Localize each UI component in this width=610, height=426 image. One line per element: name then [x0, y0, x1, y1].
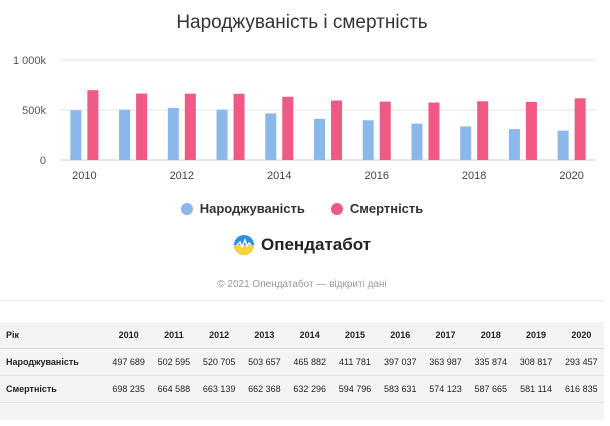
chart-title: Народжуваність і смертність	[176, 12, 428, 33]
bar-births-2013	[216, 109, 228, 160]
table-cell: 503 657	[241, 348, 288, 376]
legend-item-births[interactable]: Народжуваність	[180, 201, 305, 216]
table-cell: 587 665	[468, 375, 514, 403]
table-cell: 465 882	[287, 348, 333, 376]
brand-name: Опендатабот	[260, 235, 372, 254]
chart-card: Народжуваність і смертність 0 500k 1 000k 2…	[0, 12, 604, 301]
y-tick-label: 1 000k	[13, 55, 47, 67]
bar-deaths-2018	[477, 101, 489, 160]
opendatabot-logo-icon	[233, 235, 254, 255]
copyright: © 2021 Опендатабот — відкриті дані	[217, 279, 387, 290]
table-header-year: 2020	[558, 322, 604, 349]
table-cell: 663 139	[196, 375, 242, 403]
bar-deaths-2016	[379, 101, 391, 160]
table-header-row: Рік 2010 2011 2012 2013 2014 2015 2016 2017 2018…	[0, 322, 604, 349]
bar-deaths-2012	[184, 93, 196, 160]
bar-births-2016	[362, 120, 374, 160]
bar-births-2019	[508, 129, 520, 160]
table-cell: 520 705	[196, 348, 242, 376]
table-row-deaths: Смертність 698 235 664 588 663 139 662 368 6…	[0, 375, 604, 403]
bar-births-2015	[314, 118, 325, 160]
legend-item-deaths[interactable]: Смертність	[330, 201, 424, 216]
table-cell: 397 037	[377, 348, 423, 376]
table-cell: 574 123	[422, 375, 469, 403]
table-row-label: Смертність	[0, 375, 106, 403]
x-tick-label: 2012	[170, 170, 194, 182]
legend-dot-deaths	[330, 202, 343, 215]
bar-births-2017	[411, 123, 423, 160]
bar-births-2012	[167, 107, 179, 160]
table-header-year: 2013	[241, 322, 288, 349]
data-table: Рік 2010 2011 2012 2013 2014 2015 2016 2017 2018…	[0, 322, 604, 420]
bar-births-2010	[70, 110, 82, 160]
table-cell: 662 368	[241, 375, 288, 403]
table-cell: 335 874	[468, 348, 514, 376]
bar-births-2014	[265, 113, 277, 160]
table-cell: 632 296	[287, 375, 333, 403]
legend-label-deaths: Смертність	[349, 201, 424, 216]
table-cell: 308 817	[513, 348, 559, 376]
bar-deaths-2017	[428, 102, 440, 160]
bar-deaths-2019	[525, 101, 537, 160]
table-header-year: 2014	[287, 322, 333, 349]
y-tick-label: 500k	[22, 105, 46, 117]
x-tick-label: 2010	[72, 170, 96, 182]
table-cell: 698 235	[106, 375, 152, 403]
table-header-year: 2012	[196, 322, 242, 349]
table-cell: 411 781	[332, 348, 378, 376]
bar-deaths-2020	[574, 98, 586, 160]
bar-births-2020	[557, 130, 569, 160]
table-cell: 293 457	[558, 348, 604, 376]
table-header-year: 2011	[151, 322, 197, 349]
table-cell: 581 114	[513, 375, 559, 403]
y-tick-label: 0	[40, 155, 46, 167]
legend: Народжуваність Смертність	[0, 201, 604, 216]
table-row-births: Народжуваність 497 689 502 595 520 705 503 …	[0, 348, 604, 376]
x-tick-label: 2018	[462, 170, 486, 182]
table-header-year: 2018	[468, 322, 514, 349]
table-header-year: 2015	[332, 322, 378, 349]
table-header-year: 2016	[377, 322, 423, 349]
bar-deaths-2014	[282, 96, 294, 160]
bar-deaths-2010	[87, 90, 99, 160]
table-header-year: 2019	[513, 322, 559, 349]
table-cell: 502 595	[151, 348, 197, 376]
table-cell: 497 689	[106, 348, 152, 376]
brand: Опендатабот	[0, 234, 604, 256]
table-header-year: 2017	[422, 322, 469, 349]
bar-births-2018	[460, 126, 472, 160]
legend-dot-births	[180, 202, 193, 215]
bar-deaths-2013	[233, 93, 245, 160]
bar-deaths-2015	[331, 100, 342, 160]
x-tick-label: 2014	[267, 170, 291, 182]
table-header-year: 2010	[106, 322, 152, 349]
x-tick-label: 2016	[364, 170, 388, 182]
table-row-label: Народжуваність	[0, 348, 106, 376]
table-cell: 616 835	[558, 375, 604, 403]
table-cell: 594 796	[332, 375, 378, 403]
bar-births-2011	[119, 109, 131, 160]
table-cell: 363 987	[422, 348, 469, 376]
table-header-label: Рік	[0, 322, 106, 349]
legend-label-births: Народжуваність	[199, 201, 305, 216]
table-cell: 583 631	[377, 375, 423, 403]
table-cell: 664 588	[151, 375, 197, 403]
bar-chart: 0 500k 1 000k 2010 2012 2014 2016 2018 2020	[13, 55, 596, 182]
x-tick-label: 2020	[559, 170, 583, 182]
bar-deaths-2011	[136, 93, 148, 160]
